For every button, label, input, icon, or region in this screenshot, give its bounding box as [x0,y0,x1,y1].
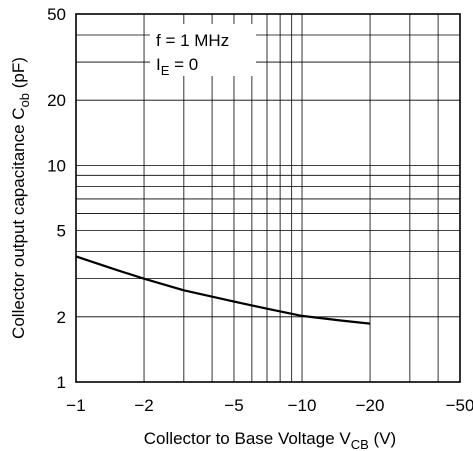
x-tick-label: −5 [224,396,243,415]
series-line [75,255,371,325]
y-tick-label: 10 [47,156,66,175]
y-tick-labels: 1 2 5 10 20 50 [47,5,66,392]
x-tick-label: −20 [356,396,385,415]
y-tick-label: 2 [57,308,66,327]
y-tick-label: 20 [47,91,66,110]
annotation-box: f = 1 MHz IE = 0 [150,24,256,78]
x-tick-label: −2 [134,396,153,415]
grid [75,13,461,383]
y-tick-label: 50 [47,5,66,24]
x-axis-label: Collector to Base Voltage VCB (V) [144,429,396,451]
x-tick-label: −1 [66,396,85,415]
y-axis-label: Collector output capacitance Cob (pF) [9,57,32,339]
y-tick-label: 5 [57,222,66,241]
annotation-background [150,24,256,76]
plot-frame [75,13,461,383]
x-tick-label: −10 [288,396,317,415]
y-tick-label: 1 [57,373,66,392]
annotation-frequency: f = 1 MHz [156,31,229,50]
annotation-emitter-current: IE = 0 [156,55,198,78]
x-tick-labels: −1 −2 −5 −10 −20 −50 [66,396,473,415]
x-tick-label: −50 [446,396,473,415]
series-layer [75,255,371,325]
